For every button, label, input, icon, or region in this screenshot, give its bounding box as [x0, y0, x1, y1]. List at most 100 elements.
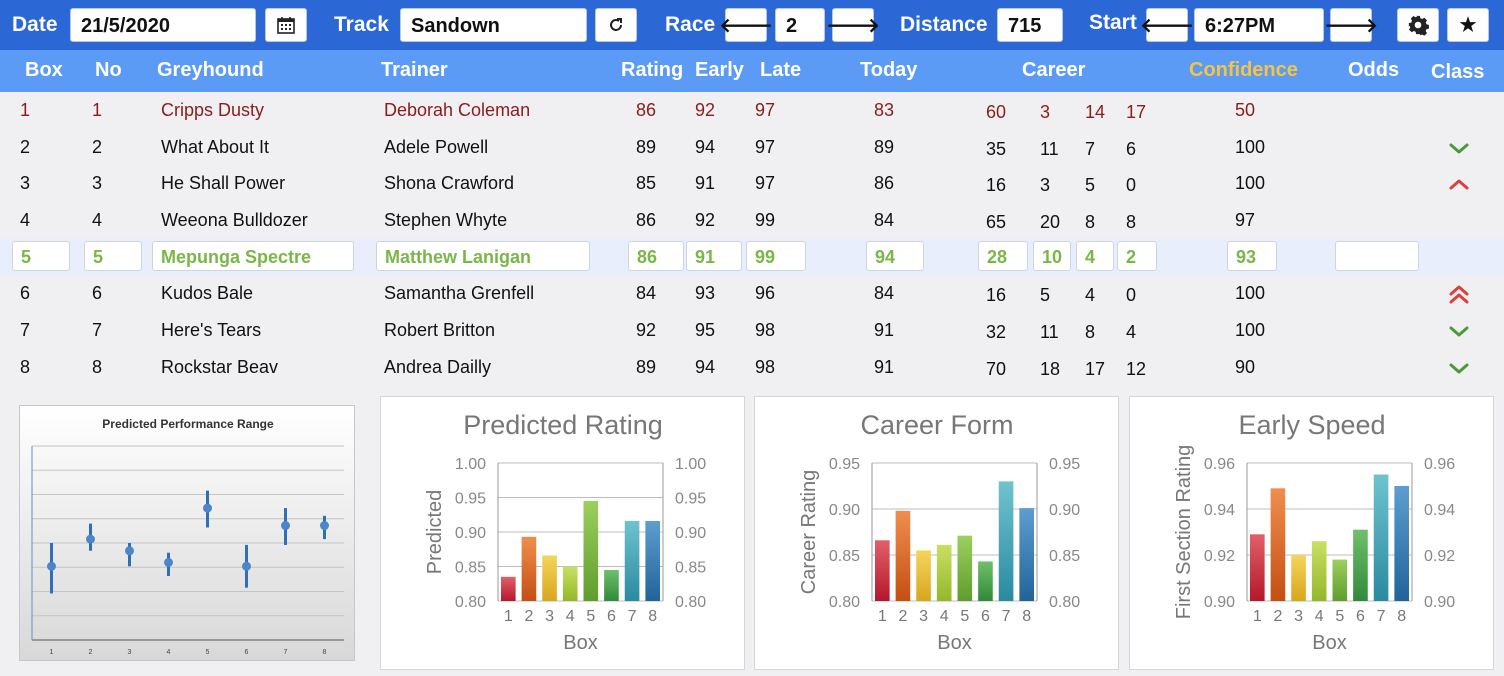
cell-c3[interactable]: 4 [1076, 241, 1114, 271]
cell-c3: 8 [1085, 212, 1096, 232]
gear-icon [1408, 15, 1429, 36]
x-tick-label: 5 [960, 608, 969, 625]
bar-box-7 [1373, 474, 1389, 601]
col-odds[interactable]: Odds [1348, 59, 1400, 81]
range-point [164, 557, 173, 567]
cell-c4[interactable]: 2 [1117, 241, 1157, 271]
date-field[interactable]: 21/5/2020 [70, 8, 256, 42]
col-class[interactable]: Class [1431, 61, 1485, 83]
table-row[interactable]: 6 6 Kudos Bale Samantha Grenfell 84 93 96 84 16 5… [0, 275, 1504, 312]
race-next-button[interactable]: 🡒 [826, 8, 880, 42]
col-confidence[interactable]: Confidence [1189, 59, 1298, 81]
cell-box[interactable]: 5 [12, 241, 70, 271]
cell-c1: 35 [986, 139, 1007, 159]
chart-title: Early Speed [1238, 410, 1385, 440]
odds-input[interactable] [1335, 241, 1419, 271]
table-row[interactable]: 8 8 Rockstar Beav Andrea Dailly 89 94 98 91 70 18… [0, 349, 1504, 386]
calendar-button[interactable] [265, 8, 307, 42]
cell-c4: 4 [1126, 322, 1137, 342]
x-tick-label: 5 [206, 649, 210, 656]
cell-trainer: Robert Britton [384, 320, 496, 340]
cell-greyhound[interactable]: Mepunga Spectre [152, 241, 354, 271]
table-row[interactable]: 2 2 What About It Adele Powell 89 94 97 89 35 11 7… [0, 129, 1504, 166]
bar-box-4 [1311, 541, 1327, 601]
cell-late: 98 [755, 357, 776, 377]
table-row[interactable]: 3 3 He Shall Power Shona Crawford 85 91 97 86 16… [0, 165, 1504, 202]
favourite-button[interactable]: ★ [1447, 8, 1489, 42]
cell-confidence[interactable]: 93 [1227, 241, 1277, 271]
col-trainer[interactable]: Trainer [381, 59, 448, 81]
y-tick-label: 0.80 [455, 594, 486, 611]
cell-late: 96 [755, 283, 776, 303]
x-tick-label: 4 [1315, 608, 1324, 625]
cell-rating[interactable]: 86 [628, 241, 684, 271]
y2-tick-label: 0.85 [1049, 548, 1080, 565]
cell-early: 93 [695, 283, 716, 303]
cell-c2[interactable]: 10 [1033, 241, 1071, 271]
race-field[interactable]: 2 [775, 8, 825, 42]
cell-c2: 20 [1040, 212, 1061, 232]
range-point [47, 561, 56, 571]
col-rating[interactable]: Rating [621, 59, 684, 81]
x-tick-label: 3 [919, 608, 928, 625]
x-tick-label: 7 [628, 608, 637, 625]
start-prev-button[interactable]: 🡐 [1140, 8, 1194, 42]
track-field[interactable]: Sandown [400, 8, 587, 42]
table-row[interactable]: 1 1 Cripps Dusty Deborah Coleman 86 92 97 83 60 3… [0, 92, 1504, 129]
table-row[interactable]: 7 7 Here's Tears Robert Britton 92 95 98 91 32 11… [0, 312, 1504, 349]
cell-c3: 14 [1085, 102, 1106, 122]
cell-trainer: Adele Powell [384, 137, 489, 157]
range-point [242, 561, 251, 571]
col-greyhound[interactable]: Greyhound [157, 59, 264, 81]
range-point [125, 546, 134, 556]
x-axis-title: Box [1312, 632, 1346, 654]
cell-c4: 0 [1126, 175, 1137, 195]
col-no[interactable]: No [95, 59, 122, 81]
race-prev-button[interactable]: 🡐 [719, 8, 773, 42]
cell-no[interactable]: 5 [84, 241, 142, 271]
cell-rating: 85 [636, 173, 657, 193]
table-row[interactable]: 4 4 Weeona Bulldozer Stephen Whyte 86 92 99 84 6… [0, 202, 1504, 239]
cell-no: 8 [92, 357, 103, 377]
cell-c1[interactable]: 28 [978, 241, 1028, 271]
refresh-icon [610, 18, 622, 31]
y2-tick-label: 0.90 [1049, 502, 1080, 519]
cell-box: 3 [20, 173, 31, 193]
cell-box: 6 [20, 283, 31, 303]
cell-c2: 11 [1040, 322, 1059, 342]
refresh-button[interactable] [595, 8, 637, 42]
cell-today[interactable]: 94 [866, 241, 924, 271]
table-row[interactable]: 5 5 Mepunga Spectre Matthew Lanigan 86 91 99 94… [0, 239, 1504, 276]
cell-c1: 65 [986, 212, 1007, 232]
cell-trainer[interactable]: Matthew Lanigan [376, 241, 590, 271]
bar-box-1 [501, 576, 516, 601]
col-box[interactable]: Box [25, 59, 63, 81]
col-late[interactable]: Late [760, 59, 802, 81]
bar-box-5 [1332, 559, 1348, 601]
cell-today: 91 [874, 357, 895, 377]
cell-no: 6 [92, 283, 103, 303]
start-time-field[interactable]: 6:27PM [1194, 8, 1324, 42]
start-next-button[interactable]: 🡒 [1324, 8, 1378, 42]
y-tick-label: 0.95 [455, 491, 486, 508]
cell-late: 98 [755, 320, 776, 340]
cell-greyhound: Kudos Bale [161, 283, 254, 303]
col-career[interactable]: Career [1022, 59, 1086, 81]
arrow-right-icon: 🡒 [826, 14, 880, 37]
cell-early[interactable]: 91 [686, 241, 742, 271]
settings-button[interactable] [1397, 8, 1439, 42]
x-tick-label: 5 [1335, 608, 1344, 625]
cell-late[interactable]: 99 [746, 241, 806, 271]
y2-tick-label: 0.95 [1049, 456, 1080, 473]
col-today[interactable]: Today [860, 59, 918, 81]
range-point [203, 503, 212, 513]
distance-field[interactable]: 715 [997, 8, 1063, 42]
x-tick-label: 3 [545, 608, 554, 625]
cell-early: 95 [695, 320, 716, 340]
cell-greyhound: He Shall Power [161, 173, 286, 193]
cell-c2: 11 [1040, 139, 1059, 159]
cell-late: 97 [755, 100, 776, 120]
cell-rating: 86 [636, 210, 657, 230]
col-early[interactable]: Early [695, 59, 744, 81]
predicted-rating-chart: Predicted Rating 1.00 1.00 0.95 0.95 0.90 0.90… [424, 410, 706, 654]
